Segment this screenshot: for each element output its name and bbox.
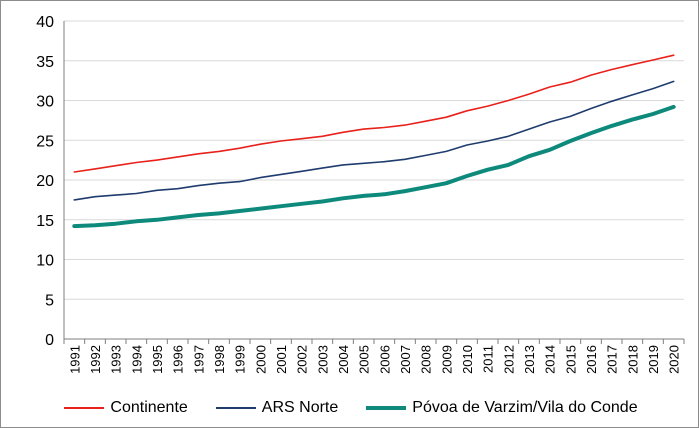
x-tick-label: 1996 — [171, 345, 186, 374]
x-tick-label: 1992 — [88, 345, 103, 374]
y-tick-label: 30 — [36, 94, 54, 111]
x-tick-label: 2012 — [501, 345, 516, 374]
x-tick-label: 2009 — [439, 345, 454, 374]
legend-item: Póvoa de Varzim/Vila do Conde — [366, 399, 638, 417]
x-tick-label: 2016 — [584, 345, 599, 374]
x-tick-label: 2017 — [605, 345, 620, 374]
x-tick-label: 2013 — [522, 345, 537, 374]
axes — [63, 21, 685, 344]
x-tick-label: 2003 — [315, 345, 330, 374]
x-tick-label: 1995 — [150, 345, 165, 374]
legend-swatch — [64, 407, 105, 409]
x-tick-label: 2002 — [295, 345, 310, 374]
y-tick-label: 20 — [36, 173, 54, 190]
legend-label: Póvoa de Varzim/Vila do Conde — [412, 399, 638, 416]
x-tick-label: 1994 — [129, 345, 144, 374]
x-tick-label: 1993 — [109, 345, 124, 374]
legend-label: Continente — [110, 399, 188, 416]
x-tick-label: 1999 — [233, 345, 248, 374]
legend-swatch — [215, 407, 256, 409]
legend-swatch — [366, 406, 407, 410]
series-lines — [72, 54, 676, 229]
x-tick-label: 2014 — [543, 345, 558, 374]
series-line-2 — [73, 80, 675, 201]
x-tick-label: 2006 — [377, 345, 392, 374]
x-tick-label: 2000 — [253, 345, 268, 374]
x-tick-label: 2007 — [398, 345, 413, 374]
y-tick-labels: 0 5 10 15 20 25 30 35 40 — [36, 14, 54, 349]
y-tick-label: 25 — [36, 133, 54, 150]
x-tick-label: 1997 — [191, 345, 206, 374]
y-tick-label: 35 — [36, 54, 54, 71]
x-tick-label: 2001 — [274, 345, 289, 374]
y-tick-label: 5 — [45, 292, 54, 309]
x-tick-labels: 1991 1992 1993 1994 1995 1996 1997 1998 1999 2000… — [67, 345, 681, 374]
y-tick-label: 40 — [36, 14, 54, 31]
x-tick-label: 2015 — [563, 345, 578, 374]
legend-label: ARS Norte — [261, 399, 339, 416]
x-tick-label: 2018 — [625, 345, 640, 374]
x-tick-label: 1991 — [67, 345, 82, 374]
legend-item: Continente — [64, 399, 188, 417]
x-tick-label: 1998 — [212, 345, 227, 374]
y-tick-label: 15 — [36, 213, 54, 230]
x-tick-label: 2008 — [419, 345, 434, 374]
x-tick-label: 2010 — [460, 345, 475, 374]
x-tick-label: 2011 — [481, 345, 496, 373]
x-tick-label: 2004 — [336, 345, 351, 374]
x-tick-label: 2020 — [667, 345, 682, 374]
series-line-3 — [72, 104, 676, 229]
x-tick-label: 2019 — [646, 345, 661, 374]
legend: Continente ARS Norte Póvoa de Varzim/Vila … — [13, 393, 689, 423]
legend-item: ARS Norte — [215, 399, 339, 417]
y-tick-label: 0 — [45, 332, 54, 349]
y-tick-label: 10 — [36, 253, 54, 270]
series-line-1 — [73, 54, 675, 173]
x-tick-label: 2005 — [357, 345, 372, 374]
